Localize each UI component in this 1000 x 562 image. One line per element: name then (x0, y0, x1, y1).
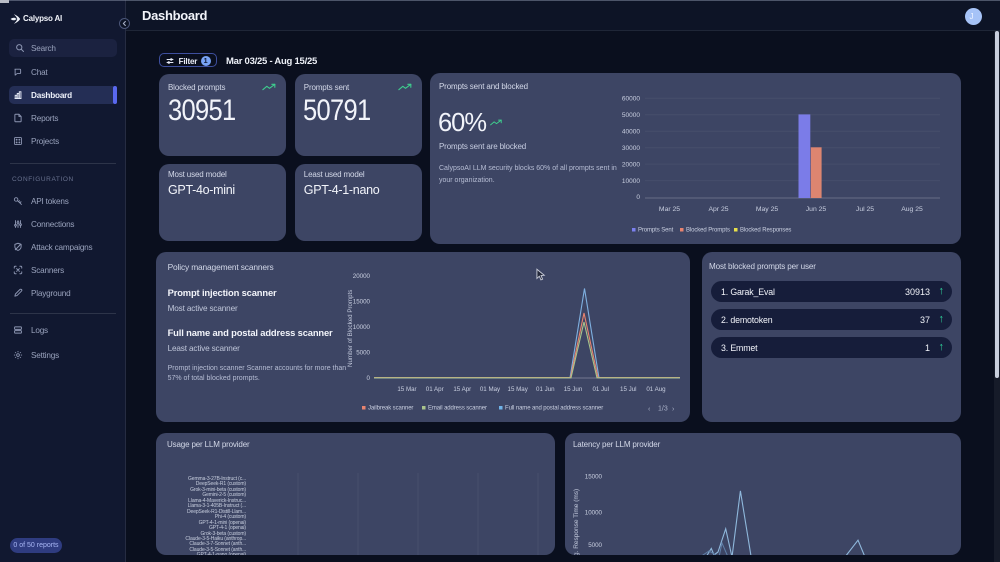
svg-text:30000: 30000 (622, 145, 640, 152)
svg-text:5000: 5000 (588, 542, 602, 549)
svg-text:Jun 25: Jun 25 (806, 206, 827, 213)
svg-text:01 Aug: 01 Aug (646, 386, 666, 393)
svg-text:20000: 20000 (353, 273, 371, 280)
svg-text:Apr 25: Apr 25 (708, 206, 728, 213)
svg-text:Prompts Sent: Prompts Sent (638, 228, 674, 234)
svg-text:40000: 40000 (622, 128, 640, 135)
svg-text:20000: 20000 (622, 161, 640, 168)
svg-text:g. Response Time (ms): g. Response Time (ms) (573, 489, 580, 555)
svg-text:15 Jul: 15 Jul (620, 386, 637, 393)
svg-text:Blocked Responses: Blocked Responses (740, 228, 791, 234)
svg-text:Full name and postal address s: Full name and postal address scanner (505, 406, 603, 412)
svg-text:5000: 5000 (356, 350, 370, 357)
svg-text:Number of Blocked Prompts: Number of Blocked Prompts (347, 290, 354, 367)
svg-text:15 Jun: 15 Jun (564, 386, 583, 393)
svg-text:10000: 10000 (622, 178, 640, 185)
svg-text:01 Apr: 01 Apr (426, 386, 444, 393)
svg-text:1/3: 1/3 (658, 406, 668, 413)
svg-text:‹: ‹ (648, 406, 651, 413)
svg-text:Blocked Prompts: Blocked Prompts (686, 228, 730, 234)
svg-text:01 Jul: 01 Jul (592, 386, 609, 393)
svg-text:May 25: May 25 (756, 206, 779, 213)
svg-text:Jailbreak scanner: Jailbreak scanner (368, 406, 413, 412)
svg-text:60000: 60000 (622, 96, 640, 103)
svg-text:10000: 10000 (353, 324, 371, 331)
svg-text:Mar 25: Mar 25 (659, 206, 680, 213)
svg-text:50000: 50000 (622, 112, 640, 119)
svg-text:›: › (672, 406, 675, 413)
svg-text:01 Jun: 01 Jun (536, 386, 555, 393)
svg-text:15 Apr: 15 Apr (453, 386, 471, 393)
svg-text:15 May: 15 May (508, 386, 529, 393)
svg-text:Aug 25: Aug 25 (901, 206, 923, 213)
svg-text:10000: 10000 (585, 510, 603, 517)
svg-text:15000: 15000 (353, 299, 371, 306)
svg-text:01 May: 01 May (480, 386, 501, 393)
svg-text:15 Mar: 15 Mar (397, 386, 416, 393)
svg-text:Jul 25: Jul 25 (856, 206, 874, 213)
svg-text:15000: 15000 (585, 474, 603, 481)
svg-text:0: 0 (367, 375, 371, 382)
svg-text:0: 0 (636, 194, 640, 201)
svg-text:Email address scanner: Email address scanner (428, 406, 487, 412)
